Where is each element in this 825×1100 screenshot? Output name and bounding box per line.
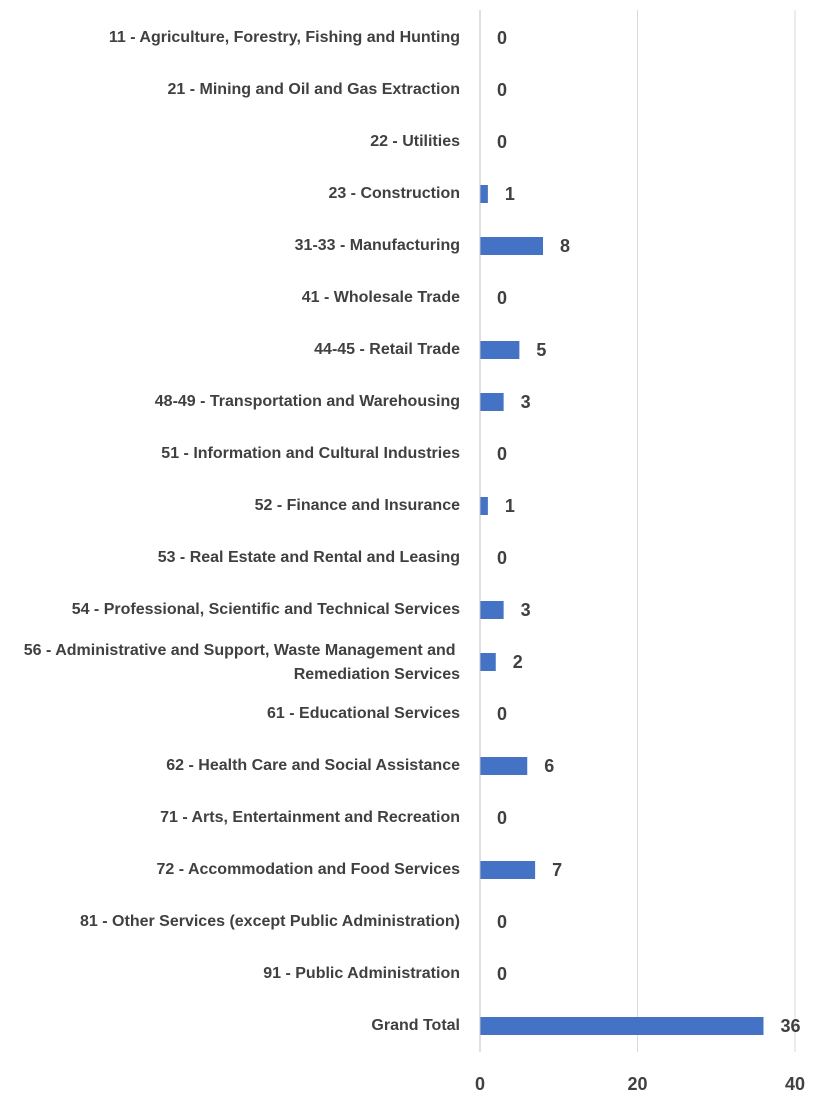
y-tick-label: 81 - Other Services (except Public Admin… [80,913,460,930]
value-label: 5 [536,340,546,360]
y-tick-label: 52 - Finance and Insurance [255,497,461,514]
value-label: 0 [497,912,507,932]
y-tick-label: 41 - Wholesale Trade [302,289,460,306]
value-label: 0 [497,80,507,100]
y-tick-label: 62 - Health Care and Social Assistance [166,757,460,774]
bar [480,757,528,775]
y-tick-label: 91 - Public Administration [263,965,460,982]
x-tick-label: 40 [785,1074,805,1094]
value-label: 0 [497,28,507,48]
y-tick-label: 53 - Real Estate and Rental and Leasing [158,549,460,566]
value-label: 0 [497,704,507,724]
y-tick-label: 56 - Administrative and Support, Waste M… [24,642,460,683]
y-tick-label: 54 - Professional, Scientific and Techni… [72,601,460,618]
value-label: 3 [521,392,531,412]
bar [480,185,488,203]
bar [480,653,496,671]
value-label: 0 [497,288,507,308]
value-label: 0 [497,808,507,828]
y-tick-label: 11 - Agriculture, Forestry, Fishing and … [109,29,460,46]
bar [480,861,536,879]
value-label: 0 [497,548,507,568]
y-tick-label: 48-49 - Transportation and Warehousing [155,393,460,410]
value-label: 7 [552,860,562,880]
bar [480,1017,764,1035]
bar [480,601,504,619]
y-tick-label: 21 - Mining and Oil and Gas Extraction [168,81,461,98]
value-label: 1 [505,184,515,204]
bar [480,237,543,255]
y-tick-label: 61 - Educational Services [267,705,460,722]
y-tick-label: 31-33 - Manufacturing [295,237,460,254]
y-tick-label: 72 - Accommodation and Food Services [157,861,461,878]
value-label: 2 [513,652,523,672]
y-tick-label: 22 - Utilities [370,133,460,150]
y-tick-label: 51 - Information and Cultural Industries [161,445,460,462]
bar [480,341,520,359]
value-label: 3 [521,600,531,620]
bar [480,393,504,411]
y-tick-label: 44-45 - Retail Trade [314,341,460,358]
x-tick-label: 0 [475,1074,485,1094]
value-label: 0 [497,964,507,984]
y-tick-label: Grand Total [371,1017,460,1034]
value-label: 0 [497,444,507,464]
x-tick-label: 20 [627,1074,647,1094]
bar [480,497,488,515]
value-label: 36 [781,1016,801,1036]
y-tick-label: 71 - Arts, Entertainment and Recreation [160,809,460,826]
value-label: 0 [497,132,507,152]
y-tick-label: 23 - Construction [328,185,460,202]
value-label: 8 [560,236,570,256]
value-label: 1 [505,496,515,516]
value-label: 6 [544,756,554,776]
